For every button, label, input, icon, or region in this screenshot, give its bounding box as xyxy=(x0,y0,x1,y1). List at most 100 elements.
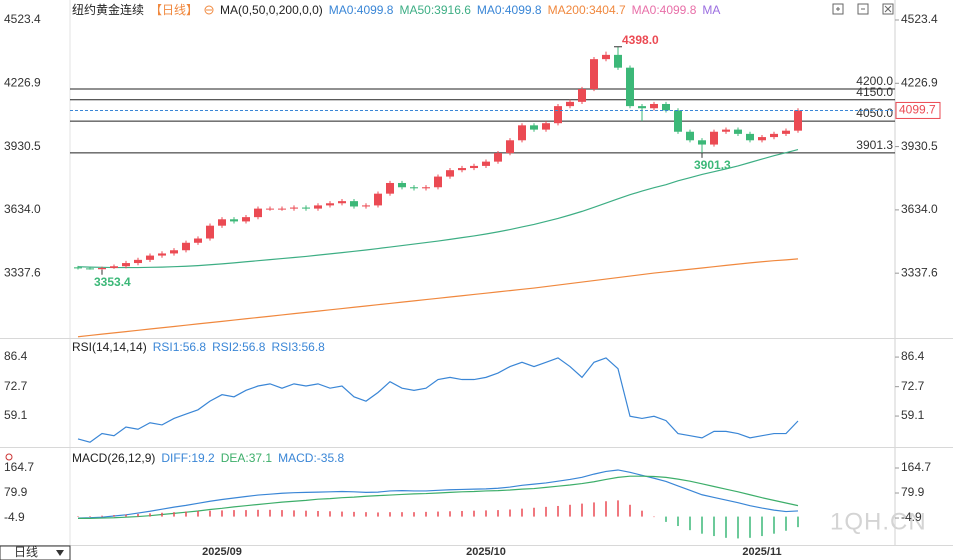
macd-bar xyxy=(425,511,427,517)
tab-dropdown-arrow[interactable] xyxy=(56,550,64,556)
macd-bar xyxy=(137,513,139,517)
y-tick-label: 164.7 xyxy=(4,460,34,474)
chart-title: 纽约黄金连续 xyxy=(72,3,145,17)
macd-bar xyxy=(497,510,499,517)
candle-body xyxy=(230,219,238,222)
candle-body xyxy=(638,106,646,109)
candle-body xyxy=(662,103,670,111)
macd-bar xyxy=(593,502,595,517)
candle-body xyxy=(410,187,418,189)
candle-body xyxy=(290,207,298,209)
y-tick-label: 4226.9 xyxy=(901,75,938,89)
candle-body xyxy=(782,130,790,134)
macd-bar xyxy=(257,509,259,517)
candle-body xyxy=(614,54,622,68)
legend-entry: DIFF:19.2 xyxy=(161,451,215,465)
legend-entry: RSI1:56.8 xyxy=(152,340,207,354)
candle-body xyxy=(542,123,550,130)
candle-body xyxy=(350,201,358,207)
candle-body xyxy=(626,67,634,107)
series-line xyxy=(77,148,799,269)
candle-body xyxy=(338,201,346,204)
candle-body xyxy=(278,208,286,210)
macd-bar xyxy=(629,504,631,517)
candle-body xyxy=(374,193,382,206)
macd-bar xyxy=(245,510,247,517)
macd-bar xyxy=(521,508,523,517)
macd-bar xyxy=(341,511,343,517)
candle-body xyxy=(578,89,586,102)
candle-body xyxy=(494,153,502,162)
y-tick-label: 79.9 xyxy=(901,485,925,499)
macd-bar xyxy=(485,510,487,517)
macd-bar xyxy=(317,510,319,517)
macd-bar xyxy=(305,510,307,517)
watermark: 1QH.CN xyxy=(830,508,927,535)
icon-close[interactable] xyxy=(882,3,894,15)
legend-entry: MA xyxy=(702,3,721,17)
candle-body xyxy=(458,168,466,171)
legend-entry: MACD:-35.8 xyxy=(278,451,345,465)
macd-bar xyxy=(689,516,691,531)
x-tick-label: 2025/11 xyxy=(742,546,781,558)
candle-body xyxy=(650,103,658,109)
last-price-label: 4099.7 xyxy=(899,103,936,117)
legend-entry: MA0:4099.8 xyxy=(328,3,394,17)
toolbar-icons[interactable] xyxy=(832,3,894,15)
macd-bar xyxy=(209,510,211,517)
legend-entry: MA200:3404.7 xyxy=(547,3,626,17)
candle-body xyxy=(434,176,442,188)
macd-legend: MACD(26,12,9) DIFF:19.2 DEA:37.1 MACD:-35.8 xyxy=(72,451,344,465)
macd-bar xyxy=(665,516,667,522)
candle-body xyxy=(722,129,730,132)
collapse-icon[interactable] xyxy=(204,5,214,15)
y-tick-label: 4523.4 xyxy=(901,12,938,26)
candle-body xyxy=(182,242,190,251)
candle-body xyxy=(518,125,526,141)
price-level-label: 3901.3 xyxy=(856,138,893,152)
y-tick-label: 3634.0 xyxy=(4,202,41,216)
candle-body xyxy=(470,165,478,169)
macd-bar xyxy=(437,511,439,517)
candle-body xyxy=(194,238,202,243)
macd-bar xyxy=(725,516,727,538)
y-tick-label: -4.9 xyxy=(4,510,25,524)
legend-entry: MA0:4099.8 xyxy=(476,3,542,17)
macd-bar xyxy=(353,511,355,517)
icon-zoom[interactable] xyxy=(832,3,844,15)
y-tick-label: 3337.6 xyxy=(901,265,938,279)
candle-body xyxy=(170,250,178,254)
extreme-label: 4398.0 xyxy=(622,33,659,47)
macd-bar xyxy=(413,512,415,517)
y-tick-label: 3337.6 xyxy=(4,265,41,279)
candle-body xyxy=(74,267,82,269)
candle-body xyxy=(698,140,706,145)
y-tick-label: 164.7 xyxy=(901,460,931,474)
extreme-label: 3353.4 xyxy=(94,275,131,289)
period-tab-label[interactable]: 日线 xyxy=(14,545,38,559)
macd-bar xyxy=(401,512,403,517)
x-tick-label: 2025/09 xyxy=(202,546,242,558)
macd-settings-icon[interactable] xyxy=(5,453,13,461)
candle-body xyxy=(98,267,106,270)
y-tick-label: 72.7 xyxy=(4,379,28,393)
series-line xyxy=(77,357,799,443)
period-tab[interactable] xyxy=(0,545,71,560)
icon[interactable] xyxy=(5,453,13,461)
candle-body xyxy=(110,266,118,268)
macd-bar xyxy=(737,516,739,539)
macd-bar xyxy=(653,516,655,518)
price-level-label: 4200.0 xyxy=(856,74,893,88)
macd-bar xyxy=(125,514,127,517)
y-tick-label: 3930.5 xyxy=(4,139,41,153)
y-tick-label: 59.1 xyxy=(901,408,925,422)
macd-bar xyxy=(197,510,199,517)
y-tick-label: 4523.4 xyxy=(4,12,41,26)
candle-body xyxy=(506,140,514,154)
legend-entry: MA50:3916.6 xyxy=(399,3,471,17)
series-line xyxy=(77,469,799,519)
icon-minus[interactable] xyxy=(857,3,869,15)
candle-body xyxy=(590,59,598,90)
candle-body xyxy=(710,131,718,145)
